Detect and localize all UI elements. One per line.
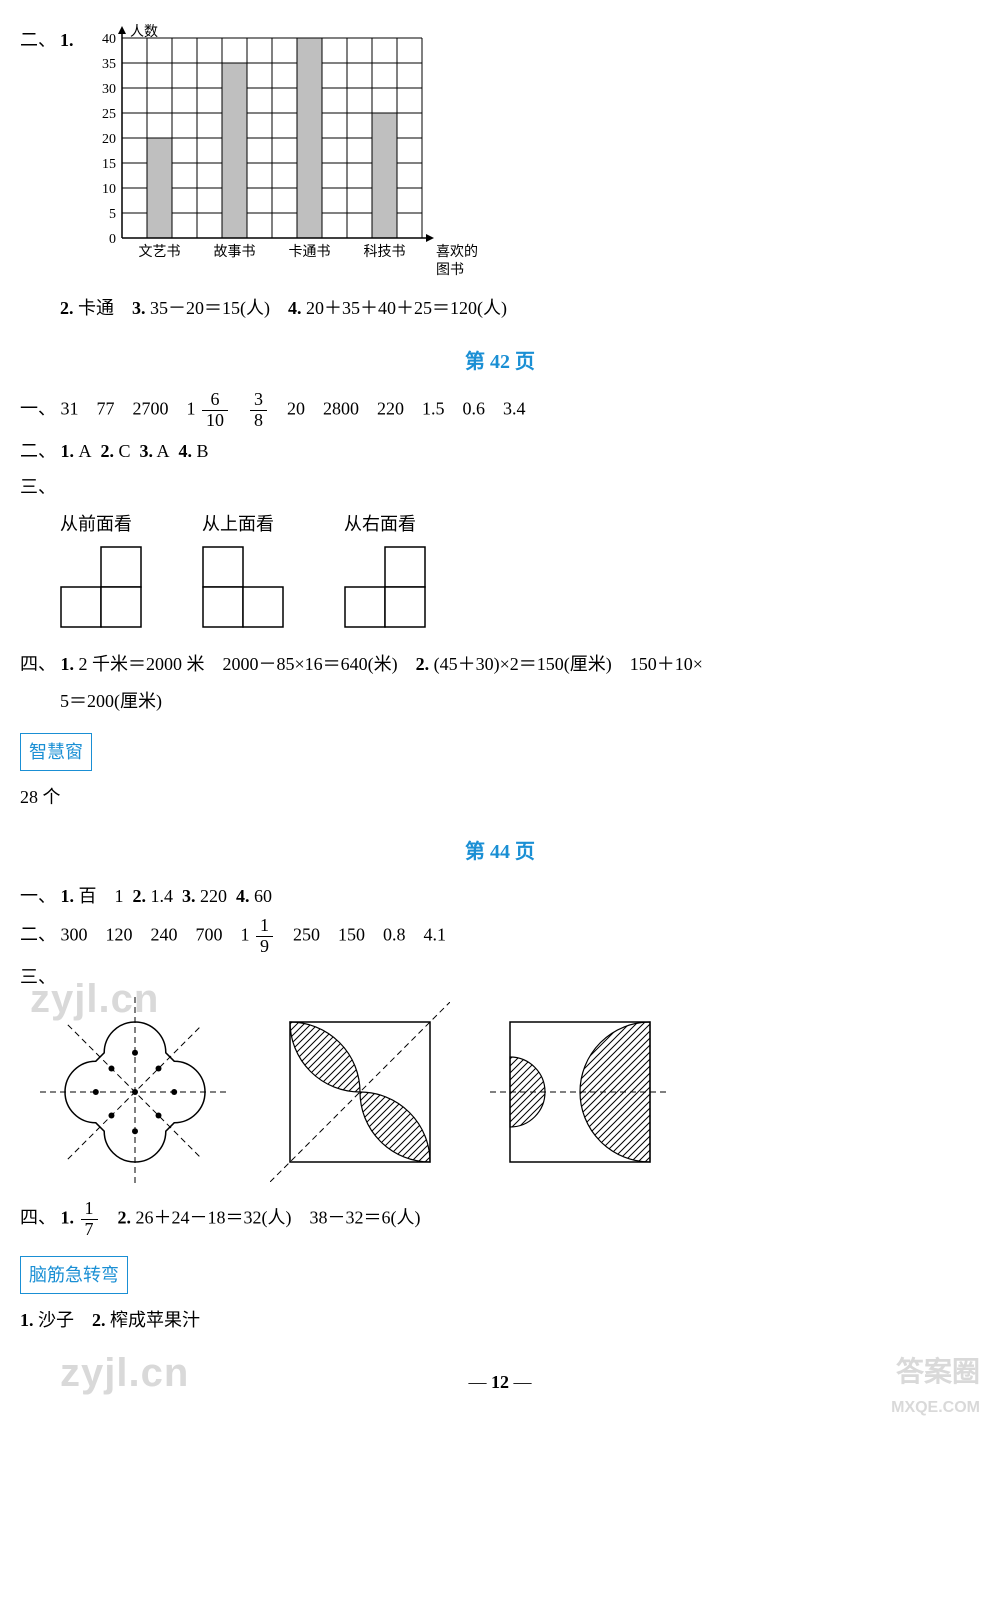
q2-ans: 卡通: [78, 298, 114, 318]
p44-s2-vals: 300 120 240 700 1: [61, 925, 250, 945]
frac-6-10: 610: [202, 390, 228, 431]
p42-s1-vals: 31 77 2700 1: [61, 399, 196, 419]
page42-title: 第 42 页: [20, 344, 980, 380]
svg-text:5: 5: [109, 207, 116, 222]
p44-s4-2n: 2.: [118, 1208, 132, 1228]
p44-s4-1n: 1.: [61, 1208, 75, 1228]
svg-text:20: 20: [102, 132, 116, 147]
p44-s1-prefix: 一、: [20, 886, 56, 906]
riddle-2n: 2.: [92, 1310, 106, 1330]
p42-s2-items: 1. A 2. C 3. A 4. B: [61, 441, 218, 461]
svg-text:30: 30: [102, 82, 116, 97]
view-top-label: 从上面看: [202, 508, 284, 540]
view-front: 从前面看: [60, 508, 142, 628]
p42-s4-1b: 2000－85×16＝640(米): [223, 654, 398, 674]
svg-text:25: 25: [102, 107, 116, 122]
sec2-answers: 2. 卡通 3. 35－20＝15(人) 4. 20＋35＋40＋25＝120(…: [60, 292, 980, 324]
p44-s4-prefix: 四、: [20, 1208, 56, 1228]
p44-s2-vals2: 250 150 0.8 4.1: [293, 925, 446, 945]
page-number: — 12 —: [20, 1366, 980, 1398]
p42-s1: 一、 31 77 2700 1 610 38 20 2800 220 1.5 0…: [20, 390, 980, 431]
p44-s4-2b: 38－32＝6(人): [310, 1208, 421, 1228]
bar-chart-svg: 0 5 10 15 20 25 30 35 40 文艺书 故事书 卡通书 科技书 人数喜欢的图书: [82, 24, 482, 288]
q3-ans: 35－20＝15(人): [150, 298, 270, 318]
symmetry-fig-1: [40, 997, 230, 1187]
riddle-2: 榨成苹果汁: [110, 1310, 200, 1330]
p44-s4-2a: 26＋24－18＝32(人): [136, 1208, 292, 1228]
bar-chart: 0 5 10 15 20 25 30 35 40 文艺书 故事书 卡通书 科技书 人数喜欢的图书: [82, 24, 482, 288]
p42-s4-2a: (45＋30)×2＝150(厘米): [434, 654, 612, 674]
svg-text:15: 15: [102, 157, 116, 172]
q4-ans: 20＋35＋40＋25＝120(人): [306, 298, 507, 318]
q2-num: 2.: [60, 298, 74, 318]
view-front-label: 从前面看: [60, 508, 142, 540]
q4-num: 4.: [288, 298, 302, 318]
svg-text:文艺书: 文艺书: [138, 244, 180, 260]
p44-s2: 二、 300 120 240 700 1 19 250 150 0.8 4.1: [20, 916, 980, 957]
p44-s3: 三、: [20, 961, 980, 993]
p44-s2-prefix: 二、: [20, 925, 56, 945]
p44-s3-prefix: 三、: [20, 967, 56, 987]
svg-text:40: 40: [102, 32, 116, 47]
view-right: 从右面看: [344, 508, 426, 628]
riddle-ans: 1. 沙子 2. 榨成苹果汁: [20, 1304, 980, 1336]
p42-s4-prefix: 四、: [20, 654, 56, 674]
wisdom-box: 智慧窗: [20, 733, 92, 771]
p42-s4-1a: 2 千米＝2000 米: [79, 654, 205, 674]
q3-num: 3.: [132, 298, 146, 318]
frac-1-9: 19: [256, 916, 273, 957]
svg-text:科技书: 科技书: [363, 244, 405, 260]
svg-text:卡通书: 卡通书: [288, 244, 330, 260]
wisdom-ans: 28 个: [20, 781, 980, 813]
sec2-prefix: 二、: [20, 24, 56, 56]
frac-1-7: 17: [81, 1199, 98, 1240]
view-top: 从上面看: [202, 508, 284, 628]
symmetry-fig-2: [270, 1002, 450, 1182]
view-right-label: 从右面看: [344, 508, 426, 540]
p42-s4-2c: 5＝200(厘米): [60, 691, 162, 711]
p42-s1-vals2: 20 2800 220 1.5 0.6 3.4: [287, 399, 526, 419]
svg-text:0: 0: [109, 232, 116, 247]
svg-text:图书: 图书: [436, 262, 464, 278]
p42-s4-2n: 2.: [416, 654, 430, 674]
symmetry-fig-3: [490, 1002, 670, 1182]
page44-title: 第 44 页: [20, 834, 980, 870]
p44-s1-items: 1. 百 1 2. 1.4 3. 220 4. 60: [61, 886, 282, 906]
svg-text:喜欢的: 喜欢的: [436, 244, 478, 260]
sec2-q1-num: 1.: [60, 24, 74, 56]
p42-s4-1n: 1.: [61, 654, 75, 674]
svg-text:35: 35: [102, 57, 116, 72]
p44-s1: 一、 1. 百 1 2. 1.4 3. 220 4. 60: [20, 880, 980, 912]
svg-text:人数: 人数: [130, 24, 158, 40]
p42-s3-prefix: 三、: [20, 477, 56, 497]
p42-s4-2b: 150＋10×: [630, 654, 703, 674]
section-2: 二、 1. 0 5 10 15 20 25 30 35 40 文艺书 故事书 卡通书 科技书 人数喜欢的图…: [20, 24, 980, 288]
p44-s4: 四、 1. 17 2. 26＋24－18＝32(人) 38－32＝6(人): [20, 1199, 980, 1240]
riddle-box: 脑筋急转弯: [20, 1256, 128, 1294]
views-row: 从前面看 从上面看 从右面看: [60, 508, 980, 628]
p42-s4-cont: 5＝200(厘米): [60, 685, 980, 717]
svg-text:10: 10: [102, 182, 116, 197]
p42-s1-prefix: 一、: [20, 399, 56, 419]
frac-3-8: 38: [250, 390, 267, 431]
symmetry-figs: [40, 997, 980, 1187]
svg-text:故事书: 故事书: [213, 244, 255, 260]
p42-s2: 二、 1. A 2. C 3. A 4. B: [20, 435, 980, 467]
riddle-1: 沙子: [38, 1310, 74, 1330]
riddle-1n: 1.: [20, 1310, 34, 1330]
p42-s2-prefix: 二、: [20, 441, 56, 461]
p42-s3: 三、: [20, 471, 980, 503]
p42-s4: 四、 1. 2 千米＝2000 米 2000－85×16＝640(米) 2. (…: [20, 648, 980, 680]
